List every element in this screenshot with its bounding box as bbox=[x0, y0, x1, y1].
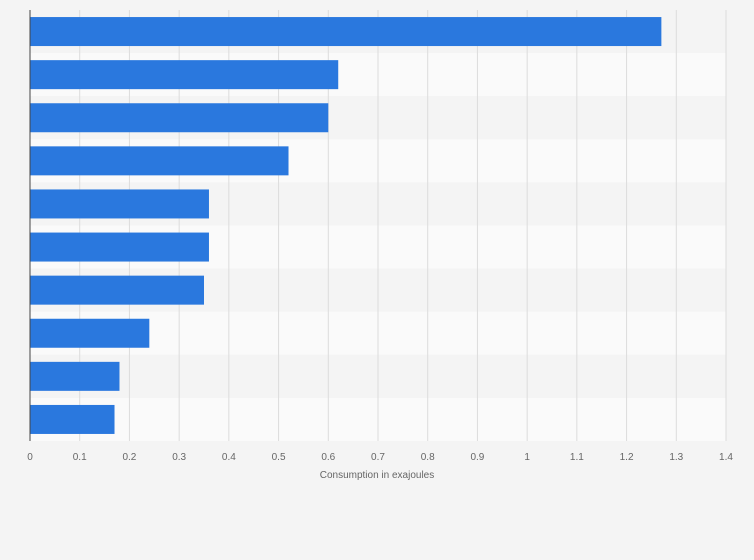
x-tick-label: 0.1 bbox=[73, 452, 87, 463]
x-tick-label: 0.3 bbox=[172, 452, 186, 463]
x-tick-label: 1.2 bbox=[620, 452, 634, 463]
bar[interactable] bbox=[30, 17, 662, 47]
bar[interactable] bbox=[30, 103, 329, 133]
x-tick-label: 0.2 bbox=[122, 452, 136, 463]
x-tick-label: 1.1 bbox=[570, 452, 584, 463]
x-tick-label: 0.7 bbox=[371, 452, 385, 463]
x-tick-label: 0.9 bbox=[470, 452, 484, 463]
x-tick-label: 0.6 bbox=[321, 452, 335, 463]
x-tick-label: 0 bbox=[27, 452, 33, 463]
bar[interactable] bbox=[30, 232, 209, 262]
x-tick-label: 1.4 bbox=[719, 452, 733, 463]
x-tick-label: 0.8 bbox=[421, 452, 435, 463]
x-tick-label: 1.3 bbox=[669, 452, 683, 463]
bar[interactable] bbox=[30, 404, 115, 434]
bar[interactable] bbox=[30, 361, 120, 391]
x-axis-title: Consumption in exajoules bbox=[320, 470, 435, 481]
bars bbox=[30, 17, 662, 434]
bar[interactable] bbox=[30, 318, 150, 348]
x-tick-label: 1 bbox=[524, 452, 530, 463]
x-tick-label: 0.4 bbox=[222, 452, 236, 463]
bar[interactable] bbox=[30, 146, 289, 176]
bar[interactable] bbox=[30, 275, 204, 305]
x-tick-labels: 0 0.1 0.2 0.3 0.4 0.5 0.6 0.7 0.8 0.9 1 1.1 1.2 1.3 1.… bbox=[27, 452, 733, 463]
bar[interactable] bbox=[30, 60, 339, 90]
x-tick-label: 0.5 bbox=[272, 452, 286, 463]
bar[interactable] bbox=[30, 189, 209, 219]
